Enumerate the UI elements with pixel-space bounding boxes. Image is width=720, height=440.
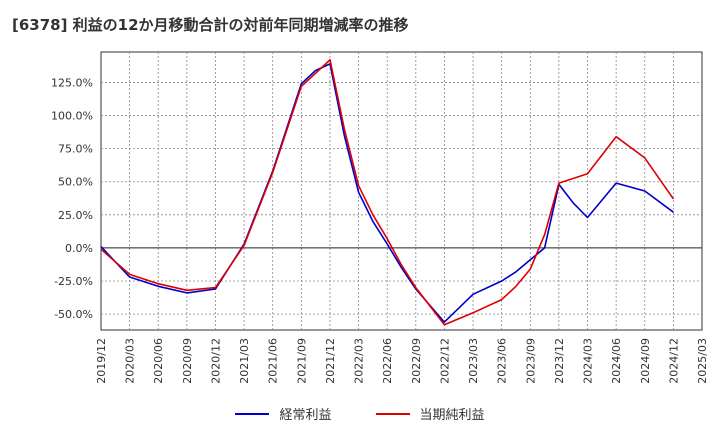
x-tick-label: 2022/09 [410, 338, 423, 384]
x-tick-label: 2024/09 [639, 338, 652, 384]
x-tick-label: 2024/03 [582, 338, 595, 384]
legend-label-net-profit: 当期純利益 [419, 408, 485, 423]
x-tick-label: 2020/09 [181, 338, 194, 384]
x-tick-label: 2023/03 [467, 338, 480, 384]
x-tick-label: 2020/03 [124, 338, 137, 384]
x-tick-label: 2022/12 [438, 338, 451, 384]
legend-label-ordinary-profit: 経常利益 [279, 408, 332, 423]
x-tick-label: 2021/09 [295, 338, 308, 384]
legend-item-ordinary-profit: 経常利益 [235, 404, 332, 423]
x-tick-label: 2021/06 [267, 338, 280, 384]
x-tick-label: 2024/12 [667, 338, 680, 384]
chart-title: [6378] 利益の12か月移動合計の対前年同期増減率の推移 [12, 16, 409, 34]
x-tick-label: 2019/12 [95, 338, 108, 384]
x-tick-label: 2020/06 [152, 338, 165, 384]
y-tick-label: 50.0% [58, 176, 93, 189]
x-tick-label: 2023/06 [496, 338, 509, 384]
plot-frame [100, 51, 703, 331]
y-tick-label: 100.0% [51, 110, 93, 123]
legend: 経常利益 当期純利益 [0, 404, 720, 423]
x-tick-label: 2023/12 [553, 338, 566, 384]
x-tick-label: 2021/03 [238, 338, 251, 384]
x-tick-label: 2020/12 [209, 338, 222, 384]
series-line-1 [100, 59, 675, 326]
y-tick-label: 25.0% [58, 209, 93, 222]
y-tick-label: -25.0% [54, 275, 93, 288]
y-tick-label: 125.0% [51, 76, 93, 89]
legend-swatch-net-profit [375, 412, 410, 415]
x-tick-label: 2022/03 [353, 338, 366, 384]
x-tick-label: 2025/03 [696, 338, 709, 384]
y-tick-label: -50.0% [54, 308, 93, 321]
x-tick-label: 2024/06 [610, 338, 623, 384]
y-tick-label: 75.0% [58, 143, 93, 156]
x-tick-label: 2022/06 [381, 338, 394, 384]
legend-item-net-profit: 当期純利益 [375, 404, 485, 423]
x-tick-label: 2023/09 [524, 338, 537, 384]
y-tick-label: 0.0% [65, 242, 93, 255]
x-tick-label: 2021/12 [324, 338, 337, 384]
legend-swatch-ordinary-profit [235, 412, 270, 415]
